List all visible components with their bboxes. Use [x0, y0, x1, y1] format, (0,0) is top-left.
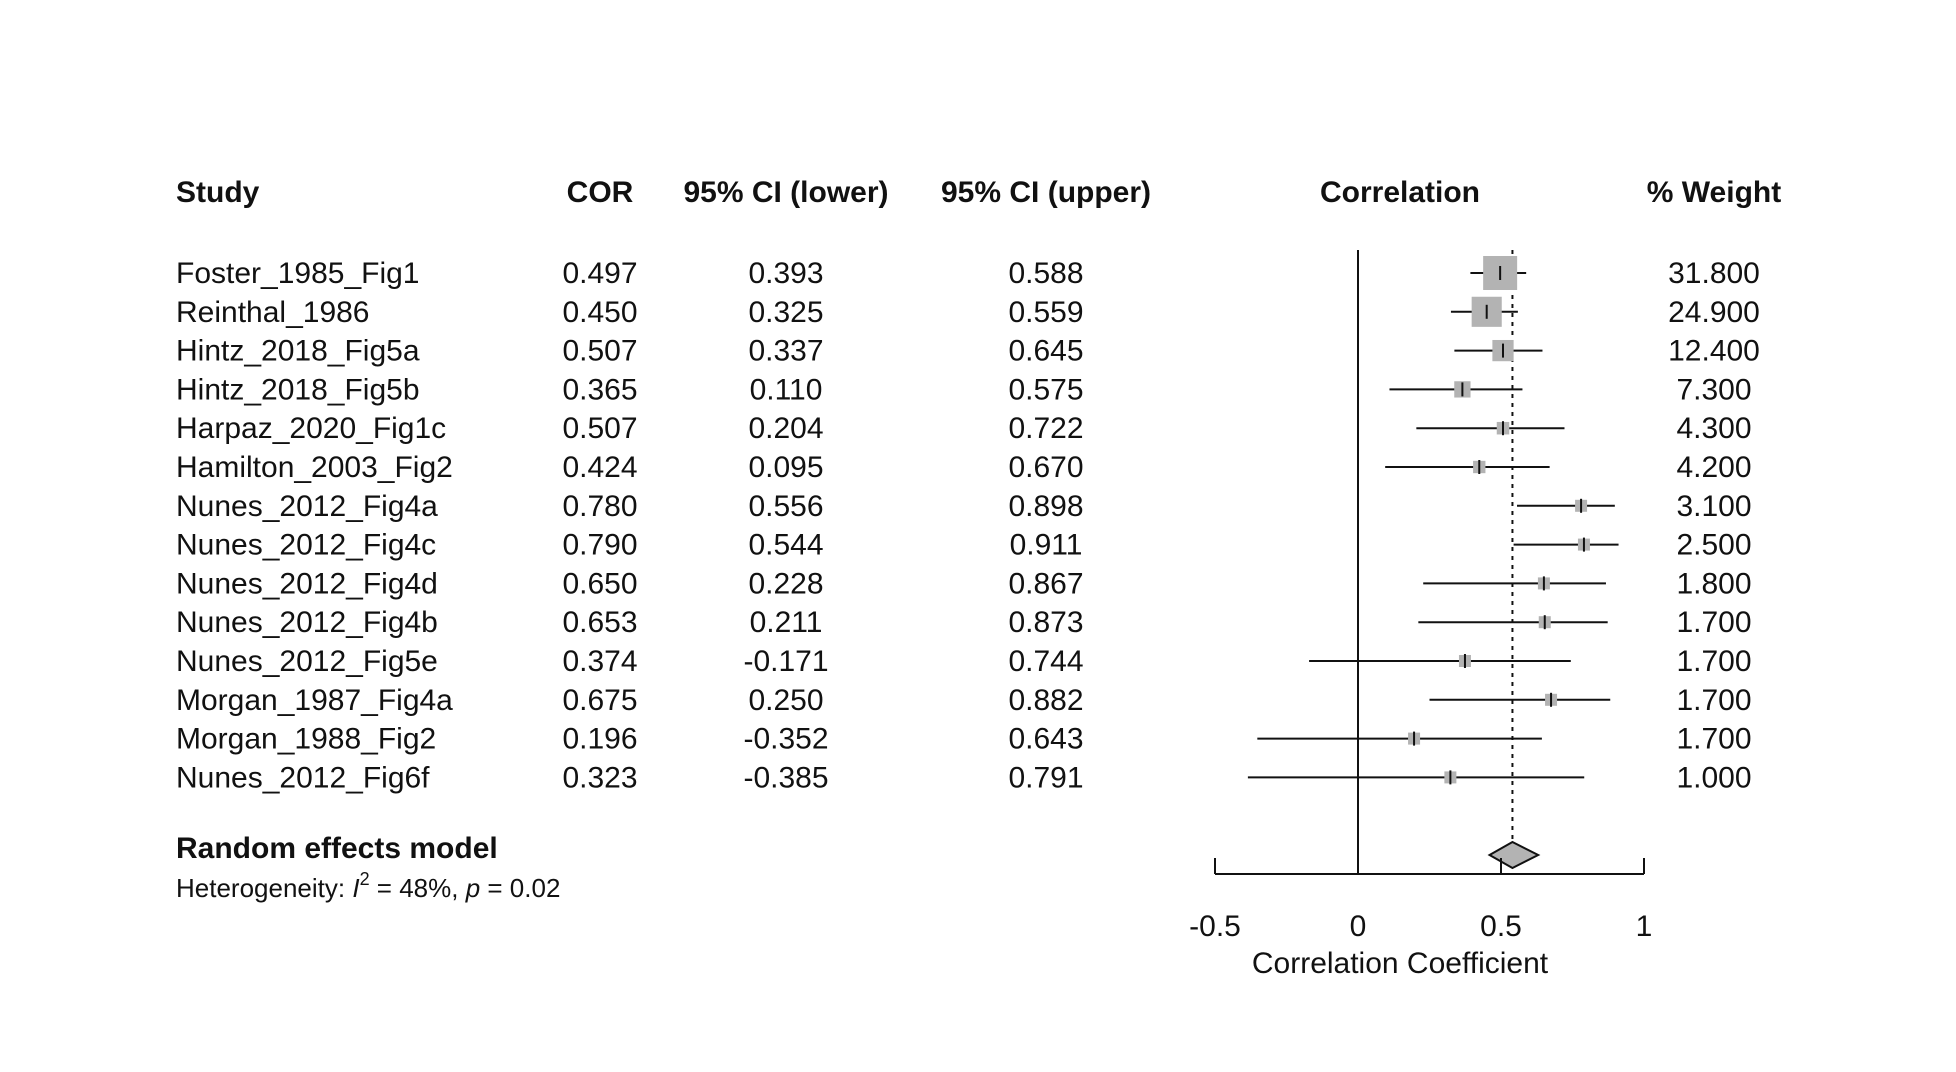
- ci-upper-value: 0.791: [1008, 761, 1083, 794]
- study-name: Nunes_2012_Fig4c: [176, 529, 436, 562]
- ci-upper-value: 0.559: [1008, 296, 1083, 329]
- cor-value: 0.653: [562, 606, 637, 639]
- ci-lower-value: 0.095: [748, 451, 823, 484]
- header-study: Study: [176, 176, 260, 209]
- study-rows: Foster_1985_Fig1 0.497 0.393 0.588 31.800 Rei…: [176, 257, 1760, 794]
- cor-value: 0.450: [562, 296, 637, 329]
- ci-upper-value: 0.744: [1008, 645, 1083, 678]
- study-name: Nunes_2012_Fig6f: [176, 761, 430, 794]
- ci-upper-value: 0.588: [1008, 257, 1083, 290]
- x-axis-label: Correlation Coefficient: [1252, 947, 1549, 980]
- study-name: Morgan_1987_Fig4a: [176, 684, 453, 717]
- ci-lower-value: 0.544: [748, 529, 823, 562]
- cor-value: 0.790: [562, 529, 637, 562]
- cor-value: 0.780: [562, 490, 637, 523]
- study-name: Harpaz_2020_Fig1c: [176, 412, 446, 445]
- weight-value: 3.100: [1676, 490, 1751, 523]
- pooled-diamond: [1487, 840, 1541, 870]
- header-weight: % Weight: [1647, 176, 1781, 209]
- cor-value: 0.507: [562, 412, 637, 445]
- heterogeneity-prefix: Heterogeneity:: [176, 873, 352, 903]
- ci-lower-value: 0.325: [748, 296, 823, 329]
- header-ci-upper: 95% CI (upper): [941, 176, 1151, 209]
- ci-upper-value: 0.867: [1008, 567, 1083, 600]
- cor-value: 0.675: [562, 684, 637, 717]
- cor-value: 0.374: [562, 645, 637, 678]
- weight-value: 1.700: [1676, 723, 1751, 756]
- header-ci-lower: 95% CI (lower): [683, 176, 888, 209]
- cor-value: 0.196: [562, 723, 637, 756]
- cor-value: 0.650: [562, 567, 637, 600]
- ci-upper-value: 0.873: [1008, 606, 1083, 639]
- header-row: Study COR 95% CI (lower) 95% CI (upper) …: [176, 176, 1781, 209]
- ci-lower-value: 0.211: [750, 606, 823, 639]
- study-name: Morgan_1988_Fig2: [176, 723, 436, 756]
- p-symbol: p: [465, 873, 480, 903]
- ci-upper-value: 0.670: [1008, 451, 1083, 484]
- ci-upper-value: 0.898: [1008, 490, 1083, 523]
- ci-lower-value: 0.110: [750, 373, 823, 406]
- i2-superscript: 2: [360, 869, 370, 889]
- ci-lower-value: 0.250: [748, 684, 823, 717]
- study-name: Hintz_2018_Fig5b: [176, 373, 420, 406]
- study-name: Reinthal_1986: [176, 296, 370, 329]
- weight-value: 7.300: [1676, 373, 1751, 406]
- i2-value: = 48%,: [370, 873, 466, 903]
- ci-upper-value: 0.575: [1008, 373, 1083, 406]
- weight-value: 31.800: [1668, 257, 1760, 290]
- ci-lower-value: -0.352: [743, 723, 828, 756]
- weight-value: 1.700: [1676, 606, 1751, 639]
- weight-value: 1.700: [1676, 645, 1751, 678]
- weight-value: 2.500: [1676, 529, 1751, 562]
- study-name: Hamilton_2003_Fig2: [176, 451, 453, 484]
- ci-lower-value: -0.385: [743, 761, 828, 794]
- i2-symbol: I: [352, 873, 359, 903]
- plot-area: -0.5 0 0.5 1: [1189, 250, 1652, 943]
- weight-value: 1.700: [1676, 684, 1751, 717]
- weight-value: 12.400: [1668, 335, 1760, 368]
- ci-lower-value: -0.171: [743, 645, 828, 678]
- study-name: Nunes_2012_Fig5e: [176, 645, 438, 678]
- ci-upper-value: 0.645: [1008, 335, 1083, 368]
- x-tick-label: 1: [1636, 910, 1653, 943]
- ci-lower-value: 0.556: [748, 490, 823, 523]
- cor-value: 0.497: [562, 257, 637, 290]
- study-name: Nunes_2012_Fig4b: [176, 606, 438, 639]
- p-value: = 0.02: [480, 873, 560, 903]
- ci-lower-value: 0.204: [748, 412, 823, 445]
- ci-upper-value: 0.911: [1010, 529, 1083, 562]
- ci-upper-value: 0.643: [1008, 723, 1083, 756]
- study-name: Foster_1985_Fig1: [176, 257, 420, 290]
- weight-value: 4.300: [1676, 412, 1751, 445]
- cor-value: 0.365: [562, 373, 637, 406]
- ci-lower-value: 0.337: [748, 335, 823, 368]
- header-correlation: Correlation: [1320, 176, 1480, 209]
- heterogeneity-text: Heterogeneity: I2 = 48%, p = 0.02: [176, 869, 560, 903]
- study-name: Nunes_2012_Fig4a: [176, 490, 438, 523]
- header-cor: COR: [567, 176, 634, 209]
- ci-upper-value: 0.882: [1008, 684, 1083, 717]
- weight-value: 1.000: [1676, 761, 1751, 794]
- x-tick-label: 0: [1350, 910, 1367, 943]
- ci-upper-value: 0.722: [1008, 412, 1083, 445]
- ci-lower-value: 0.393: [748, 257, 823, 290]
- study-name: Hintz_2018_Fig5a: [176, 335, 420, 368]
- summary-label: Random effects model: [176, 832, 498, 865]
- weight-value: 24.900: [1668, 296, 1760, 329]
- cor-value: 0.323: [562, 761, 637, 794]
- ci-lower-value: 0.228: [748, 567, 823, 600]
- cor-value: 0.507: [562, 335, 637, 368]
- study-name: Nunes_2012_Fig4d: [176, 567, 438, 600]
- cor-value: 0.424: [562, 451, 637, 484]
- x-tick-label: 0.5: [1480, 910, 1522, 943]
- weight-value: 4.200: [1676, 451, 1751, 484]
- weight-value: 1.800: [1676, 567, 1751, 600]
- x-tick-label: -0.5: [1189, 910, 1241, 943]
